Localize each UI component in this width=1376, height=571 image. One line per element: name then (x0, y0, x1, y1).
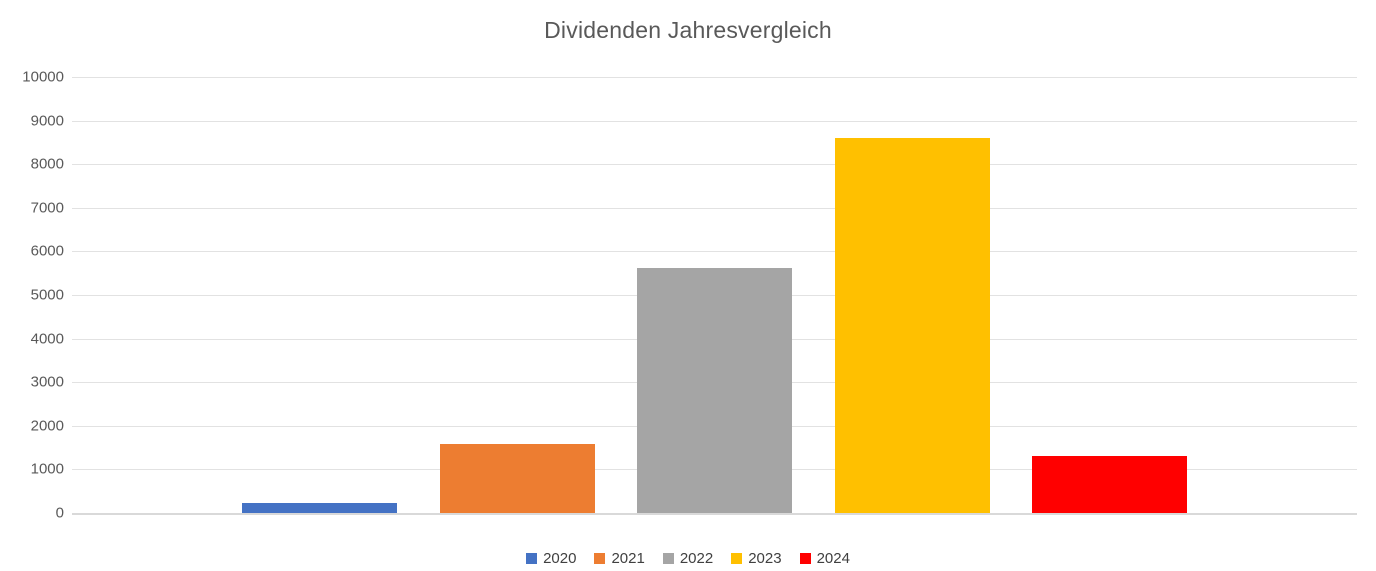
legend-label: 2024 (816, 550, 850, 567)
gridline (72, 164, 1357, 166)
gridline (72, 207, 1357, 209)
gridline (72, 120, 1357, 122)
legend-swatch-icon (799, 553, 811, 564)
bar-2020[interactable] (242, 503, 397, 513)
x-axis-line (72, 513, 1357, 515)
bar-2023[interactable] (834, 138, 990, 513)
y-tick-label: 3000 (30, 373, 64, 391)
y-tick-label: 2000 (30, 417, 64, 435)
legend-swatch-icon (662, 553, 674, 564)
y-tick-label: 8000 (30, 155, 64, 173)
y-tick-label: 5000 (30, 286, 64, 304)
y-tick-label: 10000 (22, 68, 64, 86)
legend-item-2021[interactable]: 2021 (594, 550, 645, 567)
plot-area (72, 77, 1357, 515)
gridline (72, 77, 1357, 78)
y-tick-label: 6000 (30, 242, 64, 260)
y-axis: 0 1000 2000 3000 4000 5000 6000 7000 8000 9000 100… (0, 69, 64, 522)
bar-2021[interactable] (439, 444, 595, 513)
y-tick-label: 4000 (30, 330, 64, 348)
legend: 2020 2021 2022 2023 2024 (0, 550, 1376, 567)
y-tick-label: 1000 (30, 460, 64, 478)
legend-item-2020[interactable]: 2020 (526, 550, 576, 567)
y-tick-label: 9000 (30, 112, 64, 130)
legend-label: 2021 (611, 550, 645, 567)
bar-2024[interactable] (1032, 456, 1187, 513)
legend-item-2024[interactable]: 2024 (799, 550, 850, 567)
legend-label: 2023 (748, 550, 782, 567)
legend-swatch-icon (526, 553, 538, 564)
legend-item-2022[interactable]: 2022 (662, 550, 714, 567)
legend-label: 2022 (679, 550, 714, 567)
legend-label: 2020 (543, 550, 577, 567)
legend-swatch-icon (731, 553, 743, 564)
y-tick-label: 0 (55, 504, 64, 522)
legend-swatch-icon (594, 553, 606, 564)
gridline (72, 251, 1357, 253)
chart-title: Dividenden Jahresvergleich (544, 17, 832, 43)
bar-2022[interactable] (637, 268, 792, 513)
legend-item-2023[interactable]: 2023 (731, 550, 782, 567)
y-tick-label: 7000 (30, 199, 64, 217)
